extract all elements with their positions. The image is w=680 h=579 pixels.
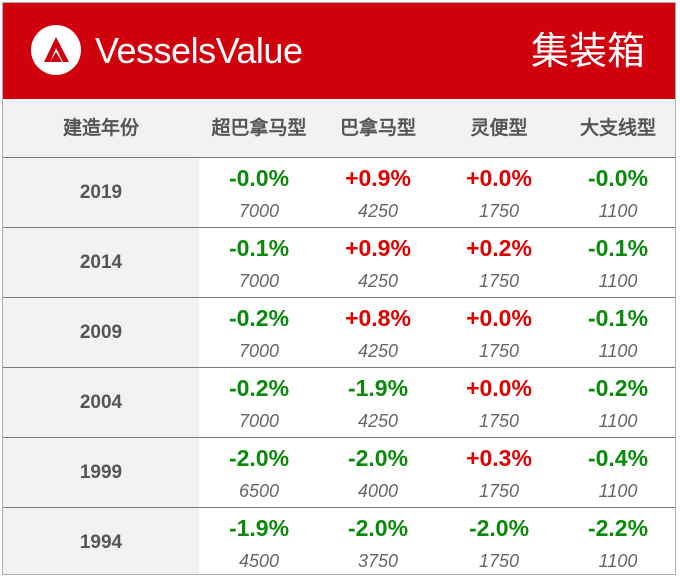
value-cell: -0.1% 1100 bbox=[558, 228, 675, 297]
value-amount: 4000 bbox=[357, 481, 399, 501]
percent-change: -0.1% bbox=[587, 305, 649, 331]
value-amount: 4250 bbox=[357, 271, 399, 291]
percent-change: -0.1% bbox=[228, 235, 290, 261]
value-amount: 7000 bbox=[238, 201, 280, 221]
value-cell: +0.9% 4250 bbox=[318, 228, 438, 297]
build-year-cell: 2019 bbox=[3, 158, 199, 227]
value-cell: -0.2% 7000 bbox=[199, 298, 319, 367]
column-header-row: 建造年份 超巴拿马型 巴拿马型 灵便型 大支线型 bbox=[3, 99, 675, 158]
build-year-cell: 1994 bbox=[3, 508, 199, 574]
value-cell: -0.2% 1100 bbox=[558, 368, 675, 437]
value-cell: -0.4% 1100 bbox=[558, 438, 675, 507]
value-cell: -0.2% 7000 bbox=[199, 368, 319, 437]
vesselsvalue-logo-icon bbox=[31, 25, 81, 75]
percent-change: +0.0% bbox=[466, 375, 532, 401]
value-cell: -0.0% 1100 bbox=[558, 158, 675, 227]
percent-change: -2.0% bbox=[347, 515, 409, 541]
percent-change: -1.9% bbox=[228, 515, 290, 541]
value-amount: 4250 bbox=[357, 411, 399, 431]
value-amount: 4500 bbox=[238, 551, 280, 571]
build-year-cell: 2004 bbox=[3, 368, 199, 437]
value-amount: 1750 bbox=[478, 481, 520, 501]
build-year-cell: 1999 bbox=[3, 438, 199, 507]
value-cell: -0.1% 1100 bbox=[558, 298, 675, 367]
percent-change: +0.0% bbox=[466, 305, 532, 331]
build-year-cell: 2014 bbox=[3, 228, 199, 297]
percent-change: +0.9% bbox=[345, 165, 411, 191]
value-amount: 1100 bbox=[598, 341, 638, 361]
table-row: 2014 -0.1% 7000 +0.9% 4250 +0.2% 1750 -0.1% 1100 bbox=[3, 228, 675, 298]
value-cell: +0.3% 1750 bbox=[439, 438, 559, 507]
value-amount: 4250 bbox=[357, 341, 399, 361]
value-amount: 4250 bbox=[357, 201, 399, 221]
value-amount: 1750 bbox=[478, 411, 520, 431]
value-cell: -2.0% 4000 bbox=[318, 438, 438, 507]
value-amount: 1100 bbox=[598, 411, 638, 431]
value-cell: -2.0% 1750 bbox=[439, 508, 559, 574]
value-cell: +0.0% 1750 bbox=[439, 158, 559, 227]
value-cell: +0.8% 4250 bbox=[318, 298, 438, 367]
value-amount: 1750 bbox=[478, 271, 520, 291]
percent-change: +0.2% bbox=[466, 235, 532, 261]
column-header-feedermax: 大支线型 bbox=[579, 117, 656, 139]
value-cell: -1.9% 4250 bbox=[318, 368, 438, 437]
percent-change: -0.2% bbox=[228, 305, 290, 331]
value-cell: -2.2% 1100 bbox=[558, 508, 675, 574]
value-amount: 6500 bbox=[238, 481, 280, 501]
percent-change: -0.2% bbox=[587, 375, 649, 401]
percent-change: -1.9% bbox=[347, 375, 409, 401]
table-row: 2004 -0.2% 7000 -1.9% 4250 +0.0% 1750 -0.2% 1100 bbox=[3, 368, 675, 438]
section-title: 集装箱 bbox=[530, 29, 645, 73]
value-cell: -2.0% 6500 bbox=[199, 438, 319, 507]
column-header-build-year: 建造年份 bbox=[62, 117, 139, 139]
value-amount: 1100 bbox=[598, 271, 638, 291]
table-row: 2009 -0.2% 7000 +0.8% 4250 +0.0% 1750 -0.1% 1100 bbox=[3, 298, 675, 368]
column-header-panamax: 巴拿马型 bbox=[339, 117, 416, 139]
table-body: 2019 -0.0% 7000 +0.9% 4250 +0.0% 1750 -0.0% 1100… bbox=[3, 158, 675, 574]
value-amount: 3750 bbox=[357, 551, 399, 571]
percent-change: -0.2% bbox=[228, 375, 290, 401]
value-amount: 1750 bbox=[478, 201, 520, 221]
value-amount: 1100 bbox=[598, 201, 638, 221]
value-cell: +0.9% 4250 bbox=[318, 158, 438, 227]
percent-change: +0.3% bbox=[466, 445, 532, 471]
percent-change: +0.9% bbox=[345, 235, 411, 261]
percent-change: -0.0% bbox=[228, 165, 290, 191]
percent-change: -2.0% bbox=[228, 445, 290, 471]
value-amount: 7000 bbox=[238, 341, 280, 361]
column-header-post-panamax: 超巴拿马型 bbox=[211, 117, 307, 139]
value-amount: 1750 bbox=[478, 551, 520, 571]
value-cell: +0.0% 1750 bbox=[439, 298, 559, 367]
build-year-cell: 2009 bbox=[3, 298, 199, 367]
value-cell: -1.9% 4500 bbox=[199, 508, 319, 574]
header-bar: VesselsValue 集装箱 bbox=[3, 3, 675, 99]
percent-change: +0.0% bbox=[466, 165, 532, 191]
value-cell: -0.0% 7000 bbox=[199, 158, 319, 227]
column-header-handy: 灵便型 bbox=[470, 117, 528, 139]
value-amount: 1750 bbox=[478, 341, 520, 361]
percent-change: -2.2% bbox=[587, 515, 649, 541]
brand-name: VesselsValue bbox=[95, 30, 303, 71]
value-amount: 1100 bbox=[598, 551, 638, 571]
value-cell: +0.0% 1750 bbox=[439, 368, 559, 437]
value-cell: +0.2% 1750 bbox=[439, 228, 559, 297]
percent-change: -0.4% bbox=[587, 445, 649, 471]
table-row: 1994 -1.9% 4500 -2.0% 3750 -2.0% 1750 -2.2% 1100 bbox=[3, 508, 675, 574]
value-amount: 7000 bbox=[238, 411, 280, 431]
value-amount: 1100 bbox=[598, 481, 638, 501]
value-amount: 7000 bbox=[238, 271, 280, 291]
percent-change: -0.0% bbox=[587, 165, 649, 191]
percent-change: -2.0% bbox=[347, 445, 409, 471]
percent-change: +0.8% bbox=[345, 305, 411, 331]
table-row: 1999 -2.0% 6500 -2.0% 4000 +0.3% 1750 -0.4% 1100 bbox=[3, 438, 675, 508]
percent-change: -0.1% bbox=[587, 235, 649, 261]
percent-change: -2.0% bbox=[468, 515, 530, 541]
value-cell: -0.1% 7000 bbox=[199, 228, 319, 297]
table-row: 2019 -0.0% 7000 +0.9% 4250 +0.0% 1750 -0.0% 1100 bbox=[3, 158, 675, 228]
value-cell: -2.0% 3750 bbox=[318, 508, 438, 574]
